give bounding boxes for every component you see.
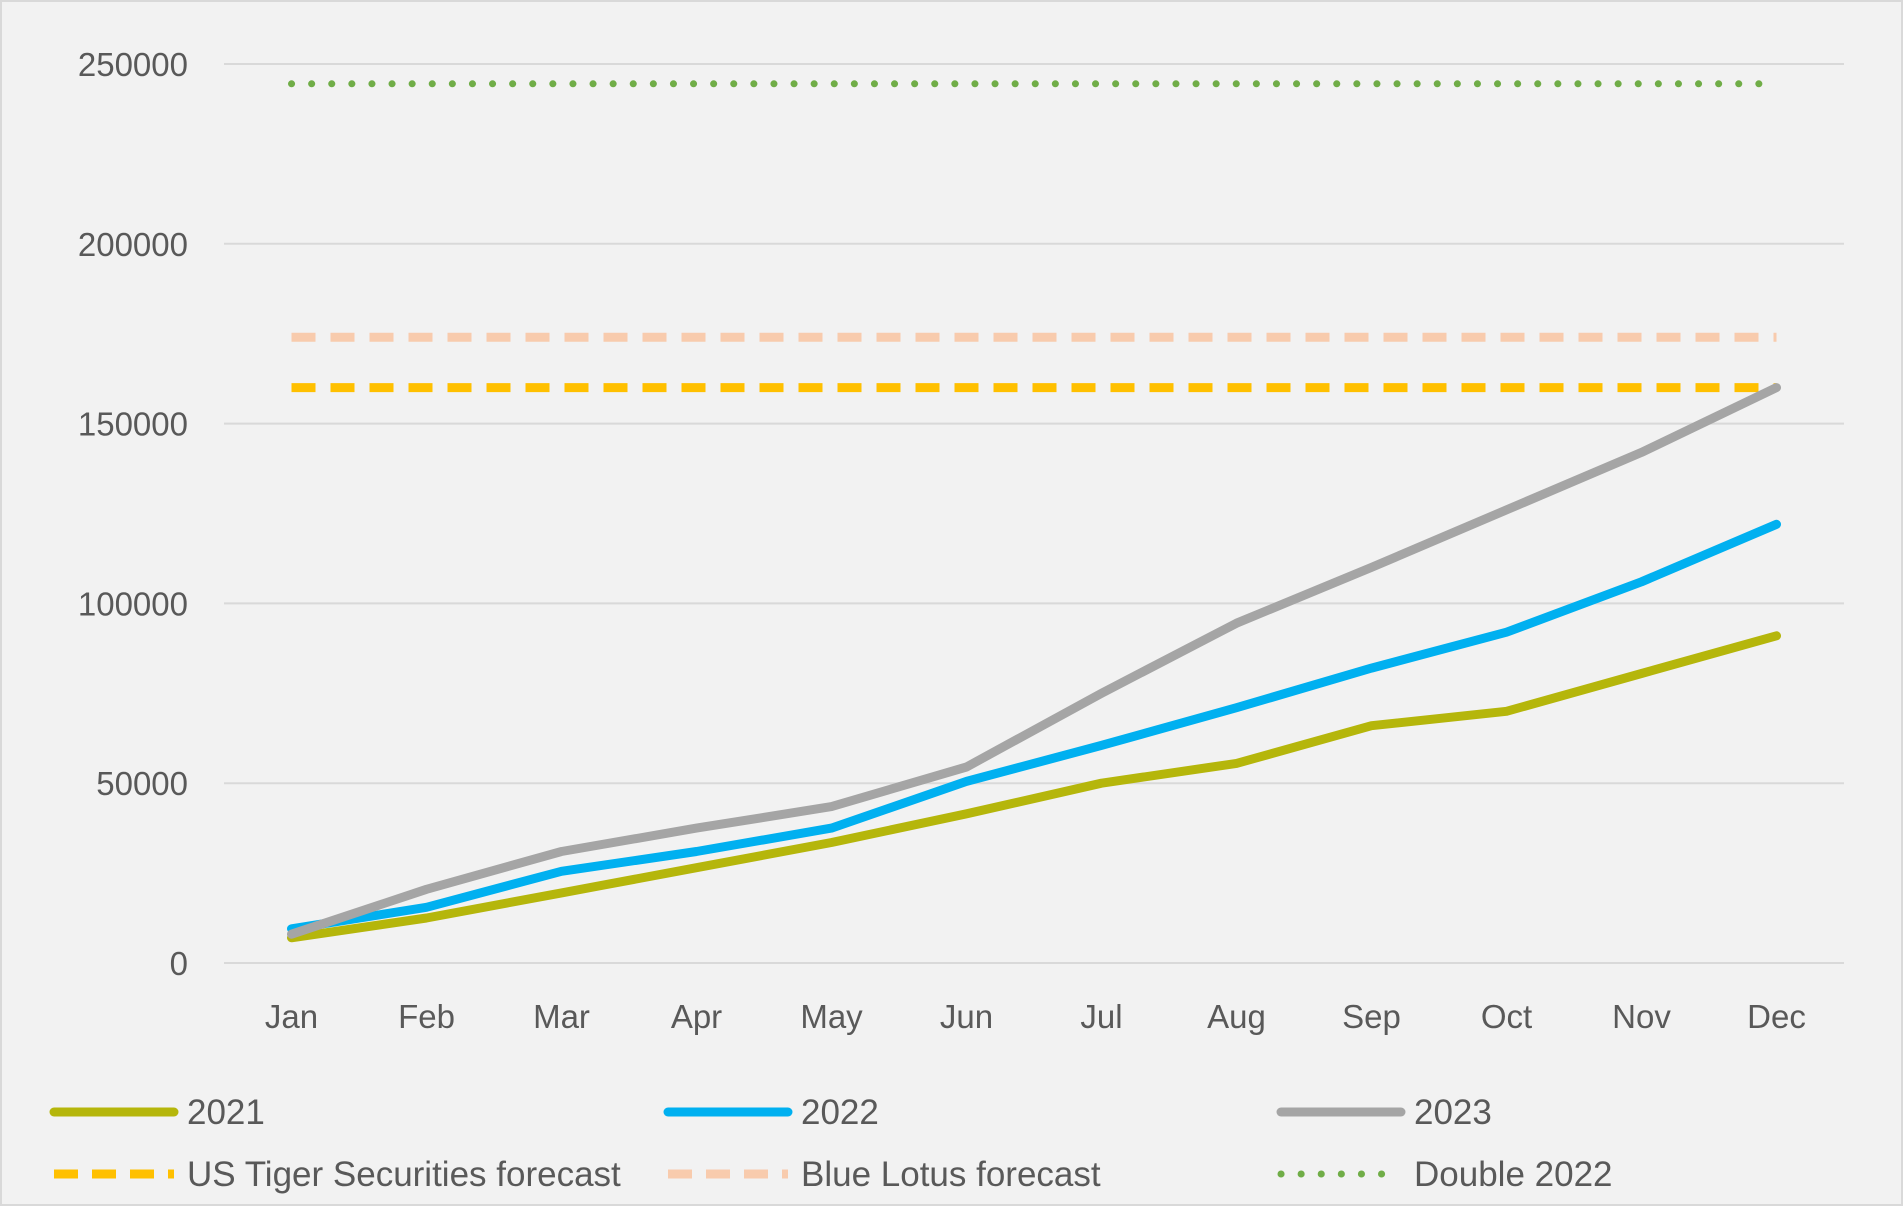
series-line-2022 [287,519,1781,934]
legend-item-2023: 2023 [1276,1093,1492,1132]
legend-item-2022: 2022 [663,1093,879,1132]
x-tick-label-jan: Jan [265,998,318,1035]
x-tick-label-sep: Sep [1342,998,1401,1035]
y-tick-label: 150000 [78,406,188,443]
x-tick-label-nov: Nov [1612,998,1671,1035]
y-tick-label: 50000 [96,765,188,802]
legend-item-double-2022: Double 2022 [1277,1155,1613,1194]
y-axis-ticks: 0 50000 100000 150000 200000 250000 [78,46,188,982]
y-tick-label: 250000 [78,46,188,83]
legend-label: US Tiger Securities forecast [187,1155,621,1194]
legend-label: 2021 [187,1093,265,1132]
y-tick-label: 0 [170,945,188,982]
legend-label: 2022 [801,1093,879,1132]
legend-label: Double 2022 [1414,1155,1613,1194]
x-tick-label-apr: Apr [671,998,722,1035]
series-line-2021 [287,631,1781,943]
x-tick-label-aug: Aug [1207,998,1266,1035]
legend-item-blue-lotus-forecast: Blue Lotus forecast [668,1155,1101,1194]
x-tick-label-feb: Feb [398,998,455,1035]
x-tick-label-jul: Jul [1080,998,1122,1035]
y-tick-label: 200000 [78,226,188,263]
x-axis-ticks: Jan Feb Mar Apr May Jun Jul Aug Sep Oct Nov Dec [265,998,1806,1035]
x-tick-label-mar: Mar [533,998,590,1035]
series-lines [287,80,1781,943]
x-tick-label-dec: Dec [1747,998,1806,1035]
gridlines [224,63,1844,964]
x-tick-label-may: May [800,998,863,1035]
y-tick-label: 100000 [78,585,188,622]
x-tick-label-jun: Jun [940,998,993,1035]
x-tick-label-oct: Oct [1481,998,1532,1035]
legend-item-2021: 2021 [49,1093,265,1132]
legend-label: 2023 [1414,1093,1492,1132]
legend-item-us-tiger-securities-forecast: US Tiger Securities forecast [54,1155,621,1194]
legend-label: Blue Lotus forecast [801,1155,1101,1194]
legend: 2021 2022 2023 US Tiger Securities forecast… [49,1093,1613,1194]
series-line-2023 [287,383,1781,939]
